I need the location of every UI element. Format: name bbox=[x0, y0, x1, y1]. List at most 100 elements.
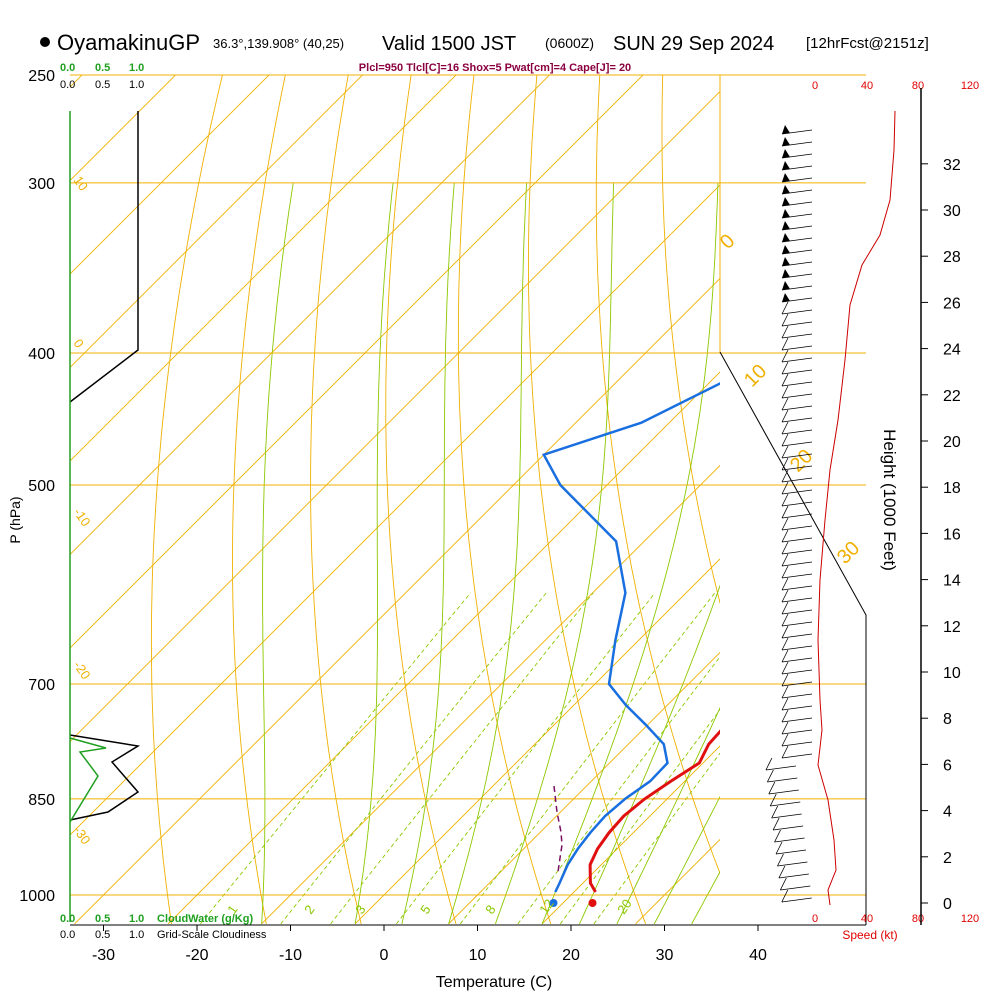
wind-barb bbox=[781, 697, 813, 711]
mixing-ratio-line bbox=[559, 709, 720, 925]
wind-panel-boundary bbox=[719, 351, 867, 925]
wind-barb-feather bbox=[781, 625, 789, 639]
wind-barb bbox=[781, 233, 813, 243]
sounding-profiles bbox=[541, 382, 720, 907]
x-tick-label: 40 bbox=[749, 947, 767, 964]
wind-barb bbox=[781, 173, 813, 183]
isotherm-label: 10 bbox=[71, 173, 92, 193]
wind-barb-staff bbox=[781, 729, 813, 735]
wind-barb-staff bbox=[781, 741, 813, 747]
mixing-ratio-label: 5 bbox=[417, 902, 433, 917]
dry-adiabat-line bbox=[528, 75, 647, 925]
mixing-ratio-label: 2 bbox=[301, 902, 317, 917]
height-tick-label: 8 bbox=[943, 711, 952, 728]
isotherm-line bbox=[70, 75, 270, 275]
wind-barb-staff bbox=[781, 669, 813, 675]
x-tick-label: -10 bbox=[279, 947, 302, 964]
wind-barb-feather bbox=[781, 601, 789, 615]
mixing-ratio-line bbox=[330, 592, 594, 925]
wind-barb-staff bbox=[774, 837, 805, 843]
wind-barb bbox=[781, 125, 813, 135]
wind-barb-staff bbox=[778, 873, 809, 879]
station-dot bbox=[40, 37, 50, 47]
wind-barb-flag bbox=[782, 125, 790, 134]
height-tick-label: 22 bbox=[943, 388, 961, 405]
wind-barb-staff bbox=[781, 573, 813, 579]
wind-barb bbox=[779, 877, 811, 891]
wind-barb-feather bbox=[781, 313, 789, 327]
wind-barb bbox=[765, 757, 796, 771]
isotherm-line bbox=[354, 558, 720, 925]
pressure-tick-label: 250 bbox=[28, 68, 55, 85]
wind-barb-flag bbox=[782, 245, 790, 254]
cl-tick-05-b: 0.5 bbox=[95, 929, 110, 941]
moist-adiabat-line bbox=[448, 182, 528, 925]
wind-barb-staff bbox=[781, 897, 812, 903]
x-tick-label: 30 bbox=[656, 947, 674, 964]
wind-barb-feather bbox=[781, 553, 789, 567]
wind-barb-staff bbox=[781, 705, 813, 711]
cw-tick-0: 0.0 bbox=[60, 62, 75, 74]
dry-adiabat-line bbox=[232, 75, 286, 924]
wind-barb-staff bbox=[777, 861, 808, 867]
cl-tick-0-b: 0.0 bbox=[60, 929, 75, 941]
wind-barb-staff bbox=[781, 525, 813, 531]
wind-barb-staff bbox=[781, 333, 813, 339]
height-tick-label: 24 bbox=[943, 342, 961, 359]
wind-barb-staff bbox=[781, 369, 813, 375]
dewpoint-profile bbox=[541, 382, 720, 893]
valid-time: Valid 1500 JST bbox=[382, 33, 516, 55]
wind-barb-staff bbox=[781, 357, 813, 363]
wind-barb bbox=[775, 841, 807, 855]
isotherm-line bbox=[823, 51, 1000, 924]
wind-barb-flag bbox=[782, 233, 790, 242]
pressure-tick-label: 850 bbox=[28, 792, 55, 809]
wind-barb bbox=[781, 553, 813, 567]
wind-barb bbox=[781, 517, 813, 531]
wind-barb bbox=[781, 385, 813, 399]
isotherm-line bbox=[261, 464, 720, 925]
wind-barb bbox=[781, 349, 813, 363]
wind-barb-feather bbox=[765, 757, 773, 771]
isotherm-line bbox=[167, 371, 720, 925]
height-tick-label: 28 bbox=[943, 249, 961, 266]
wind-barb bbox=[781, 293, 813, 303]
wind-barb-staff bbox=[781, 345, 813, 351]
cl-tick-1-b: 1.0 bbox=[129, 929, 144, 941]
wind-barb bbox=[781, 197, 813, 207]
wind-barb-flag bbox=[782, 185, 790, 194]
wind-barb bbox=[781, 185, 813, 195]
wind-barb-staff bbox=[781, 633, 813, 639]
wind-barb bbox=[778, 865, 809, 879]
station-coords: 36.3°,139.908° (40,25) bbox=[213, 36, 344, 51]
pressure-tick-label: 700 bbox=[28, 677, 55, 694]
wind-barb-staff bbox=[781, 681, 813, 687]
wind-barb-flag bbox=[782, 293, 790, 302]
height-tick-label: 26 bbox=[943, 295, 961, 312]
wind-barb bbox=[771, 805, 802, 819]
wind-barb bbox=[781, 149, 813, 159]
wind-barb bbox=[781, 625, 813, 639]
wind-barb-feather bbox=[781, 481, 789, 495]
wind-barb bbox=[781, 361, 813, 375]
wind-barb bbox=[781, 373, 813, 387]
height-tick-label: 14 bbox=[943, 573, 961, 590]
wind-barb bbox=[774, 829, 805, 843]
y-axis-title: P (hPa) bbox=[7, 496, 23, 543]
wind-barb-flag bbox=[782, 221, 790, 230]
height-tick-label: 16 bbox=[943, 526, 961, 543]
wind-barb-feather bbox=[781, 349, 789, 363]
wind-barb-flag bbox=[782, 197, 790, 206]
wind-barb-feather bbox=[781, 733, 789, 747]
wind-barb bbox=[781, 313, 813, 327]
wind-speed-profile bbox=[817, 110, 896, 906]
wind-barb-staff bbox=[781, 609, 813, 615]
wind-barb bbox=[781, 637, 813, 651]
wind-barb-feather bbox=[768, 781, 776, 795]
wind-speed-scale-bottom: 0 40 80 120 Speed (kt) bbox=[812, 913, 979, 942]
wind-barb-staff bbox=[781, 489, 813, 495]
isotherm-label: -20 bbox=[71, 658, 94, 682]
isotherm-label: -30 bbox=[71, 823, 94, 847]
wind-barb-flag bbox=[782, 173, 790, 182]
